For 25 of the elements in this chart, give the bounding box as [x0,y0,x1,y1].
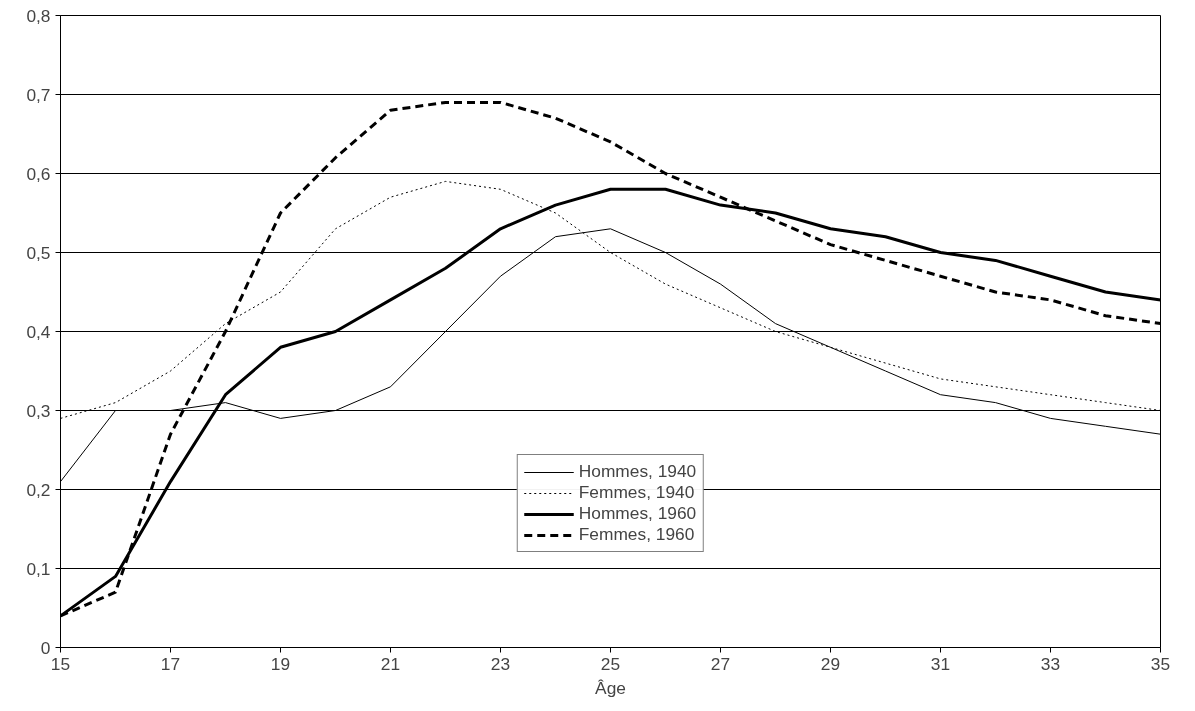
x-tick-label: 17 [160,653,181,674]
legend-label: Femmes, 1940 [578,482,695,503]
x-tick-label: 15 [50,653,71,674]
x-tick-label: 29 [820,653,841,674]
y-tick-label: 0,3 [26,400,51,421]
y-tick-label: 0,7 [26,84,51,105]
x-tick-label: 35 [1150,653,1171,674]
legend-label: Hommes, 1940 [578,461,697,482]
x-tick-label: 33 [1040,653,1061,674]
x-axis-title: Âge [595,677,626,698]
y-tick-label: 0,1 [26,558,51,579]
x-tick-label: 31 [930,653,951,674]
x-tick-label: 23 [490,653,511,674]
x-tick-label: 19 [270,653,291,674]
legend-label: Femmes, 1960 [578,524,695,545]
y-tick-label: 0,2 [26,479,51,500]
y-tick-label: 0,6 [26,163,51,184]
y-tick-label: 0,4 [26,321,51,342]
x-tick-label: 27 [710,653,731,674]
y-tick-label: 0,5 [26,242,51,263]
y-tick-label: 0,8 [26,5,51,26]
legend-label: Hommes, 1960 [578,503,697,524]
y-tick-label: 0 [40,637,51,658]
x-tick-label: 21 [380,653,401,674]
x-tick-label: 25 [600,653,621,674]
